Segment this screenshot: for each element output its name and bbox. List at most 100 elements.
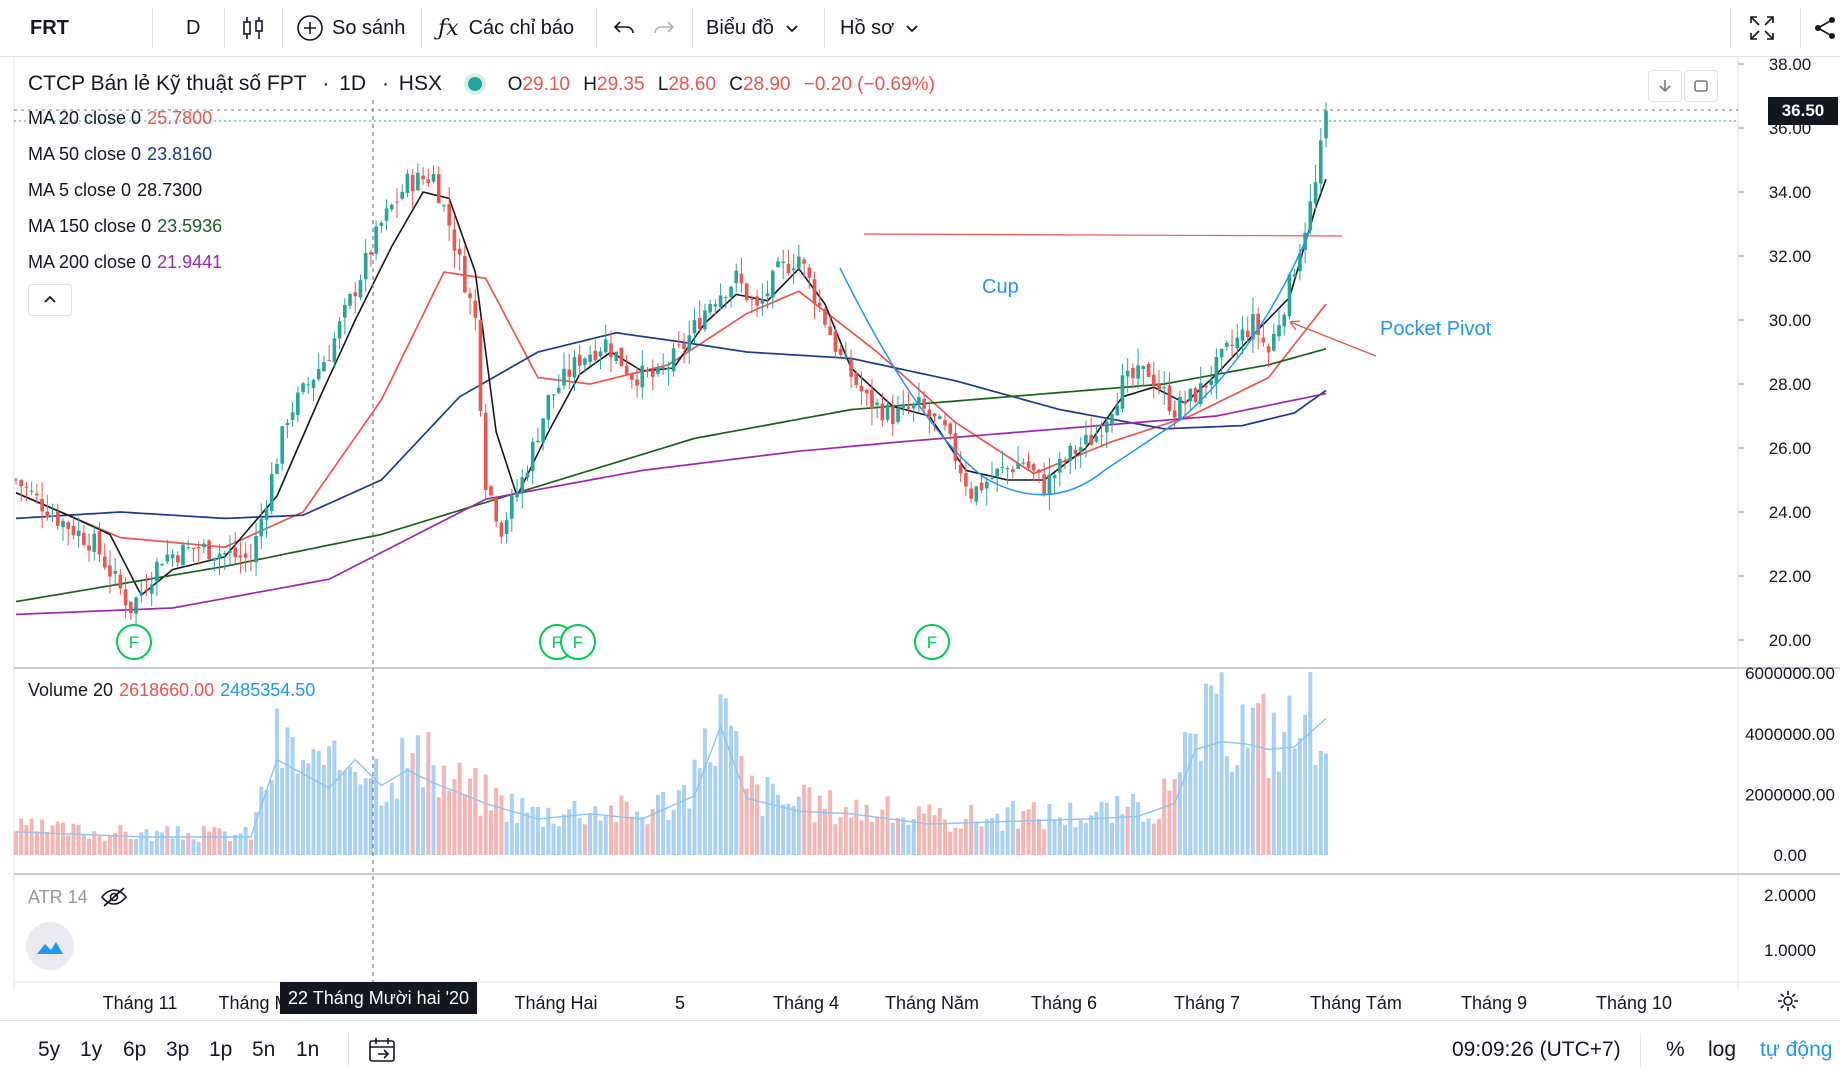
volume-bar	[421, 787, 426, 855]
cup-annotation[interactable]: Cup	[982, 276, 1019, 298]
fullscreen-button[interactable]	[1748, 0, 1776, 56]
volume-bar	[154, 830, 159, 855]
candle-body	[765, 293, 770, 297]
candle-body	[739, 273, 744, 284]
candle-body	[969, 488, 973, 499]
candle-body	[833, 331, 838, 352]
candle-body	[1266, 346, 1271, 353]
volume-ma-line	[15, 717, 1327, 838]
interval-button[interactable]: D	[186, 16, 201, 39]
candle-body	[97, 531, 102, 555]
range-1m[interactable]: 1p	[209, 1037, 233, 1061]
volume-bar	[598, 820, 603, 855]
candle-body	[447, 203, 451, 226]
candle-body	[254, 536, 258, 563]
volume-bar	[1245, 747, 1250, 855]
time-tick-label: Tháng 7	[1174, 993, 1240, 1013]
ma50-legend[interactable]: MA 50 close 0 23.8160	[28, 144, 213, 164]
candle-body	[687, 335, 692, 351]
volume-bar	[556, 826, 561, 855]
price-tick-label: 28.00	[1769, 375, 1812, 394]
candle-body	[233, 547, 238, 558]
ma20-legend[interactable]: MA 20 close 0 25.7800	[28, 108, 213, 128]
calendar-icon	[369, 1037, 395, 1062]
chart-canvas[interactable]: 38.0036.0034.0032.0030.0028.0026.0024.00…	[0, 57, 1840, 1020]
maximize-pane-button[interactable]	[1684, 70, 1718, 102]
volume-bar	[802, 784, 807, 855]
candle-body	[264, 508, 269, 520]
range-3m[interactable]: 3p	[166, 1037, 190, 1061]
volume-bar	[702, 728, 707, 855]
volume-bar	[81, 834, 86, 855]
chart-menu-button[interactable]: Biểu đồ	[706, 0, 800, 56]
range-6m[interactable]: 6p	[123, 1037, 147, 1061]
range-5y[interactable]: 5y	[38, 1037, 61, 1061]
last-price-badge: 36.50	[1768, 97, 1838, 125]
percent-toggle[interactable]: %	[1666, 1037, 1685, 1061]
volume-bar	[1000, 830, 1005, 855]
pocket-pivot-annotation[interactable]: Pocket Pivot	[1380, 318, 1492, 340]
volume-bar	[963, 818, 968, 855]
gear-icon	[1778, 991, 1798, 1011]
volume-bar	[342, 771, 347, 855]
profile-menu-button[interactable]: Hồ sơ	[840, 0, 920, 56]
scroll-down-button[interactable]	[1648, 70, 1682, 102]
time-tick-label: Tháng Hai	[514, 993, 597, 1013]
volume-bar	[1250, 707, 1255, 855]
candle-body	[76, 530, 81, 537]
volume-bar	[582, 824, 587, 855]
volume-bar	[222, 831, 227, 855]
volume-bar	[718, 694, 723, 855]
chart-background	[0, 57, 1840, 1020]
range-1y[interactable]: 1y	[80, 1037, 103, 1061]
crosshair-time-label: 22 Tháng Mười hai '20	[280, 982, 478, 1014]
candle-body	[14, 479, 18, 481]
price-tick-label: 34.00	[1769, 183, 1812, 202]
volume-bar	[379, 805, 384, 855]
ma200-legend[interactable]: MA 200 close 0 21.9441	[28, 252, 223, 272]
range-5d[interactable]: 5n	[252, 1037, 276, 1061]
log-toggle[interactable]: log	[1708, 1037, 1737, 1061]
candle-body	[859, 385, 864, 392]
candle-body	[478, 319, 483, 411]
redo-button[interactable]	[652, 0, 676, 56]
volume-bar	[92, 831, 97, 855]
share-button[interactable]	[1812, 0, 1838, 56]
candle-body	[1214, 357, 1219, 384]
range-1d[interactable]: 1n	[296, 1037, 320, 1061]
candle-body	[1178, 397, 1182, 418]
indicators-button[interactable]: ƒx Các chỉ báo	[438, 0, 574, 56]
candle-body	[332, 338, 337, 363]
volume-bar	[645, 824, 650, 855]
chart-style-button[interactable]	[240, 0, 266, 56]
hidden-eye-icon[interactable]	[100, 886, 128, 908]
time-tick-label: 5	[675, 993, 685, 1013]
volume-bar	[655, 794, 660, 855]
volume-bar	[14, 831, 18, 855]
volume-bar	[1224, 756, 1229, 855]
volume-bar	[441, 765, 446, 855]
volume-bar	[1005, 807, 1010, 855]
atr-legend[interactable]: ATR 14	[28, 886, 128, 908]
undo-button[interactable]	[612, 0, 636, 56]
volume-bar	[468, 778, 473, 855]
volume-bar	[864, 804, 869, 855]
volume-bar	[1125, 806, 1130, 855]
ma150-legend[interactable]: MA 150 close 0 23.5936	[28, 216, 223, 236]
settings-button[interactable]	[1768, 986, 1808, 1016]
volume-bar	[535, 806, 540, 855]
auto-scale-toggle[interactable]: tự động	[1760, 1037, 1833, 1061]
volume-bar	[922, 813, 927, 855]
volume-legend[interactable]: Volume 20 2618660.00 2485354.50	[28, 680, 316, 700]
ma5-legend[interactable]: MA 5 close 0 28.7300	[28, 180, 203, 200]
candle-body	[551, 394, 556, 396]
symbol-search[interactable]: FRT	[30, 16, 69, 39]
volume-bar	[504, 821, 509, 855]
candle-body	[1031, 464, 1036, 471]
tradingview-logo[interactable]	[26, 922, 74, 970]
goto-date-button[interactable]	[368, 1021, 396, 1078]
clock-timezone[interactable]: 09:09:26 (UTC+7)	[1452, 1037, 1621, 1061]
candle-body	[682, 343, 686, 350]
collapse-legend-button[interactable]	[28, 284, 72, 316]
compare-button[interactable]: So sánh	[296, 0, 405, 56]
